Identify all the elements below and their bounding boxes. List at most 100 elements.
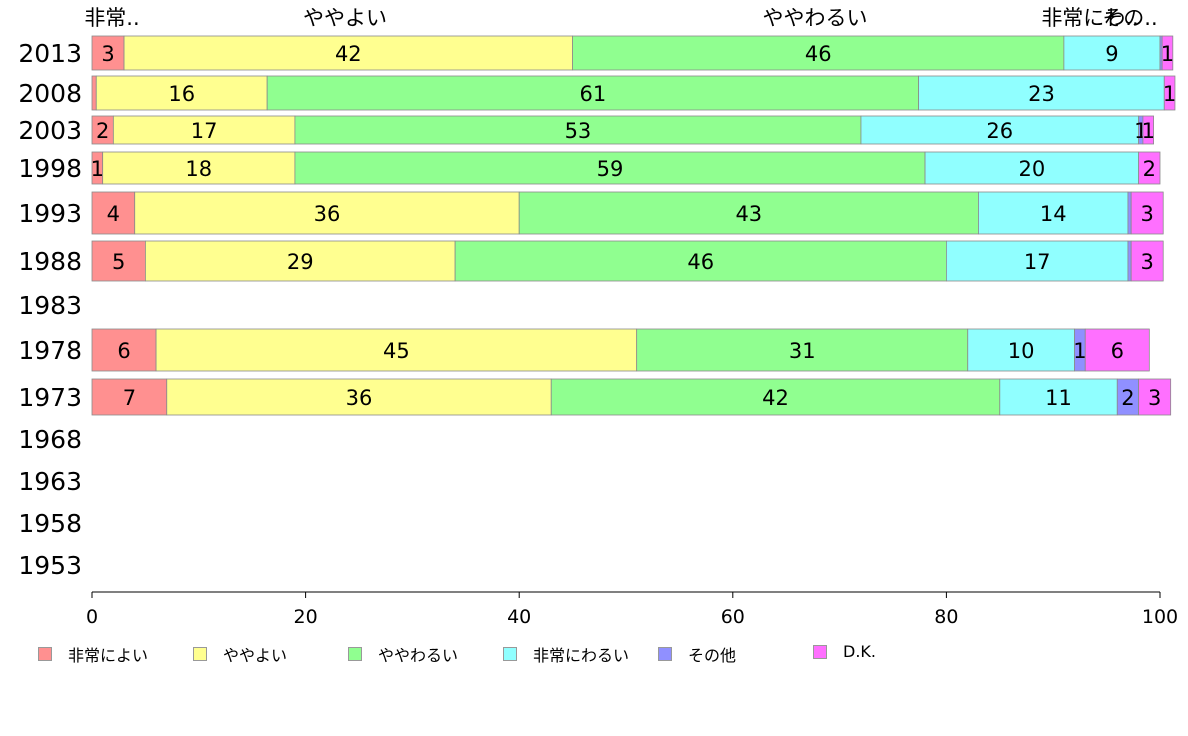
x-tick-label: 0 xyxy=(86,606,98,628)
legend-swatch xyxy=(813,644,827,659)
bar-row-2013: 3 42 46 9 1 xyxy=(91,35,1174,71)
bar-row-1973: 7 36 42 11 2 3 xyxy=(91,378,1172,416)
data-label: 16 xyxy=(168,82,195,106)
year-label: 1978 xyxy=(18,336,82,365)
data-label: 59 xyxy=(597,157,624,181)
bar-segment xyxy=(166,378,552,416)
bar-segment xyxy=(134,191,520,235)
legend-label: ややわるい xyxy=(378,646,459,665)
bar-segment xyxy=(924,151,1140,185)
top-label: ややわるい xyxy=(763,6,868,30)
x-tick-label: 40 xyxy=(507,606,531,628)
data-label: 10 xyxy=(1008,339,1035,363)
year-label: 1998 xyxy=(18,154,82,183)
data-label: 9 xyxy=(1105,42,1118,66)
bar-segment xyxy=(1130,240,1164,282)
legend-item: ややよい xyxy=(193,642,287,666)
data-label: 1 xyxy=(1142,119,1155,143)
legend-item: その他 xyxy=(658,642,736,666)
data-label: 2 xyxy=(1121,386,1134,410)
data-label: 3 xyxy=(1140,250,1153,274)
legend-swatch xyxy=(503,647,517,661)
data-label: 42 xyxy=(335,42,362,66)
bar-segment xyxy=(1084,328,1150,372)
bar-row-2008: 16 61 23 1 xyxy=(91,75,1176,111)
year-label: 1988 xyxy=(18,247,82,276)
bar-segment xyxy=(518,191,979,235)
year-labels: 2013 2008 2003 1998 1993 1988 1983 1978 1973 1968… xyxy=(18,39,82,580)
top-label: ややよい xyxy=(303,6,387,30)
legend-swatch xyxy=(193,647,207,661)
x-tick-label: 100 xyxy=(1142,606,1178,628)
year-label: 2008 xyxy=(18,79,82,108)
legend-item: ややわるい xyxy=(348,642,458,666)
legend-item: D.K. xyxy=(813,642,876,661)
data-label: 5 xyxy=(112,250,125,274)
legend-swatch xyxy=(38,647,52,661)
bar-row-1978: 6 45 31 10 1 6 xyxy=(91,328,1150,372)
data-label: 3 xyxy=(101,42,114,66)
bar-row-1998: 1 18 59 20 2 xyxy=(91,151,1161,185)
year-label: 1953 xyxy=(18,551,82,580)
data-label: 1 xyxy=(1163,82,1176,106)
data-label: 6 xyxy=(1111,339,1124,363)
data-label: 46 xyxy=(805,42,832,66)
bar-segment xyxy=(1127,240,1132,282)
legend: 非常によい ややよい ややわるい 非常にわるい その他 D.K. xyxy=(38,642,1038,666)
bar-segment xyxy=(91,75,97,111)
x-tick-label: 60 xyxy=(721,606,745,628)
data-label: 2 xyxy=(96,119,109,143)
data-label: 11 xyxy=(1045,386,1072,410)
top-label: 非常.. xyxy=(84,6,139,30)
legend-item: 非常によい xyxy=(38,642,148,666)
legend-swatch xyxy=(658,647,672,661)
data-label: 14 xyxy=(1040,202,1067,226)
data-label: 6 xyxy=(117,339,130,363)
legend-label: D.K. xyxy=(843,642,876,661)
top-labels: 非常.. ややよい ややわるい 非常にわ..その.. xyxy=(84,6,1157,30)
legend-label: その他 xyxy=(688,646,737,665)
bar-row-1988: 5 29 46 17 3 xyxy=(91,240,1164,282)
bar-segment xyxy=(572,35,1065,71)
data-label: 17 xyxy=(1024,250,1051,274)
bar-segment xyxy=(294,115,862,145)
data-label: 36 xyxy=(314,202,341,226)
bar-row-2003: 2 17 53 26 11 xyxy=(91,115,1155,145)
data-label: 31 xyxy=(789,339,816,363)
data-label: 7 xyxy=(123,386,136,410)
data-label: 20 xyxy=(1018,157,1045,181)
bar-row-1993: 4 36 43 14 3 xyxy=(91,191,1164,235)
bar-segment xyxy=(91,240,146,282)
bar-segment xyxy=(1138,378,1172,416)
bar-segment xyxy=(1161,35,1174,71)
legend-swatch xyxy=(348,647,362,661)
bar-segment xyxy=(999,378,1118,416)
data-label: 1 xyxy=(1161,42,1174,66)
data-label: 46 xyxy=(687,250,714,274)
bar-segment xyxy=(91,35,125,71)
data-label: 36 xyxy=(346,386,373,410)
year-label: 1963 xyxy=(18,467,82,496)
x-tick-label: 20 xyxy=(294,606,318,628)
year-label: 1968 xyxy=(18,425,82,454)
bar-segment xyxy=(1130,191,1164,235)
bar-segment xyxy=(91,191,136,235)
bar-segment xyxy=(918,75,1165,111)
legend-item: 非常にわるい xyxy=(503,642,629,666)
bar-segment xyxy=(294,151,926,185)
year-label: 1973 xyxy=(18,383,82,412)
top-label: その.. xyxy=(1102,6,1157,30)
data-label: 42 xyxy=(762,386,789,410)
data-label: 3 xyxy=(1140,202,1153,226)
data-label: 2 xyxy=(1143,157,1156,181)
bar-segment xyxy=(102,151,296,185)
bar-segment xyxy=(967,328,1075,372)
x-axis: 0 20 40 60 80 100 xyxy=(86,591,1178,628)
data-label: 17 xyxy=(191,119,218,143)
bars: 3 42 46 9 116 61 23 12 17 53 26 111 18 59 20 24 36 43 14 35… xyxy=(91,35,1176,416)
data-label: 43 xyxy=(735,202,762,226)
bar-segment xyxy=(95,75,268,111)
bar-segment xyxy=(1063,35,1161,71)
bar-segment xyxy=(1142,115,1154,145)
data-label: 53 xyxy=(565,119,592,143)
